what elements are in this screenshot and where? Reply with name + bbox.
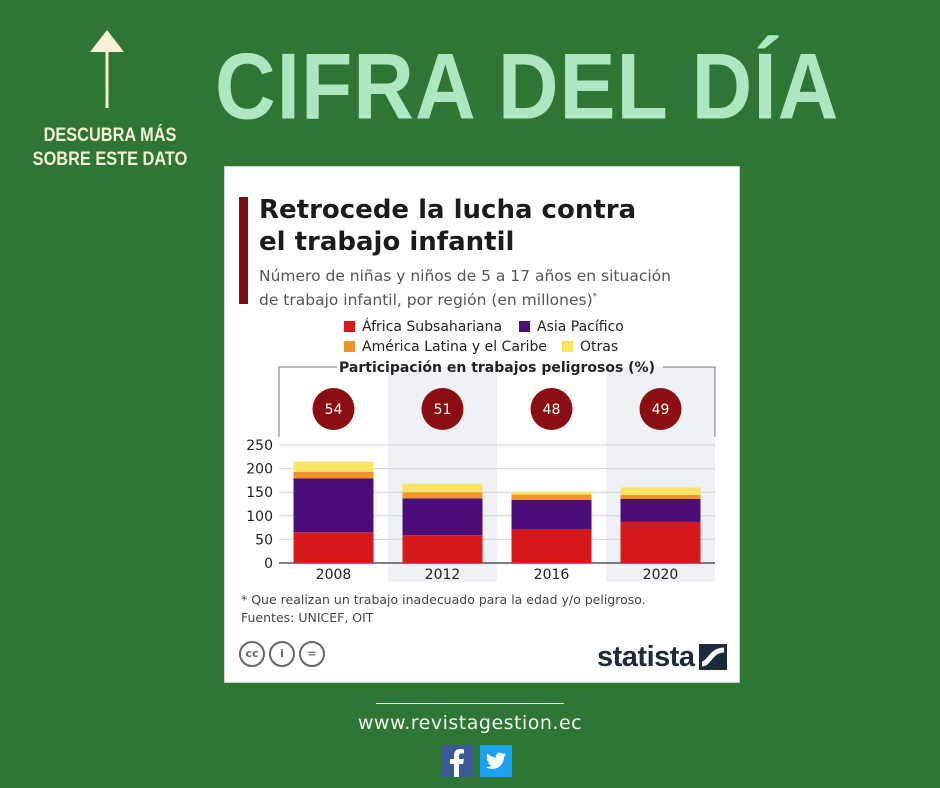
legend-swatch: [344, 341, 355, 352]
up-arrow-icon: [90, 30, 124, 108]
stacked-bar-chart: Participación en trabajos peligrosos (%)…: [246, 360, 716, 582]
legend-item-latam: América Latina y el Caribe: [344, 339, 547, 355]
statista-wordmark[interactable]: statista: [597, 641, 695, 673]
side-label-line2: SOBRE ESTE DATO: [32, 149, 188, 170]
cc-icon[interactable]: cc: [239, 641, 265, 667]
hazard-circle: [312, 388, 355, 430]
statista-logo-icon: [699, 644, 727, 670]
x-tick-label: 2020: [643, 567, 679, 582]
hazard-circle: [639, 388, 682, 430]
title-accent-bar: [239, 197, 248, 304]
legend-swatch: [344, 321, 355, 332]
hazard-box-frame: [278, 366, 716, 437]
bar-segment: [620, 487, 701, 496]
hazard-circle: [421, 388, 464, 430]
side-label-line1: DESCUBRA MÁS: [43, 125, 177, 146]
y-tick-label: 100: [246, 509, 273, 525]
legend-label: Otras: [580, 339, 619, 355]
nd-icon[interactable]: =: [299, 641, 325, 667]
by-icon[interactable]: i: [269, 641, 295, 667]
chart-subtitle: Número de niñas y niños de 5 a 17 años e…: [259, 266, 719, 311]
x-tick-label: 2012: [425, 567, 461, 582]
bar-segment: [620, 521, 701, 563]
y-tick-label: 250: [246, 438, 273, 454]
twitter-icon[interactable]: [480, 745, 512, 777]
y-tick-label: 50: [255, 532, 273, 548]
bar-segment: [293, 532, 374, 563]
bar-segment: [402, 483, 483, 493]
bar-segment: [511, 494, 592, 500]
legend-swatch: [562, 341, 573, 352]
hazard-value: 48: [543, 402, 561, 418]
hazard-value: 51: [434, 402, 452, 418]
bar-segment: [620, 495, 701, 499]
website-link[interactable]: www.revistagestion.ec: [357, 712, 583, 734]
hazard-value: 54: [325, 402, 343, 418]
footnote: * Que realizan un trabajo inadecuado par…: [241, 592, 646, 625]
page-title: CIFRA DEL DÍA: [215, 33, 840, 139]
subtitle-footnote-mark: *: [592, 292, 598, 302]
x-tick-label: 2016: [534, 567, 570, 582]
bar-segment: [402, 498, 483, 536]
x-tick-label: 2008: [316, 567, 352, 582]
bar-segment: [402, 535, 483, 563]
bar-segment: [511, 529, 592, 563]
legend-item-asia: Asia Pacífico: [519, 319, 624, 335]
bar-segment: [402, 492, 483, 499]
y-tick-label: 200: [246, 462, 273, 478]
bar-segment: [293, 478, 374, 533]
hazard-circle: [530, 388, 573, 430]
bar-segment: [511, 491, 592, 495]
legend-item-africa: África Subsahariana: [344, 319, 502, 335]
y-tick-label: 150: [246, 485, 273, 501]
bar-segment: [293, 471, 374, 479]
license-icons: cc i =: [239, 641, 329, 667]
legend-label: Asia Pacífico: [537, 319, 624, 335]
chart-card: Retrocede la lucha contra el trabajo inf…: [224, 166, 740, 683]
discover-more-link[interactable]: DESCUBRA MÁS SOBRE ESTE DATO: [33, 124, 188, 172]
legend-label: África Subsahariana: [362, 319, 503, 335]
y-tick-label: 0: [264, 556, 273, 572]
bar-segment: [511, 499, 592, 530]
bar-segment: [293, 461, 374, 472]
legend-item-other: Otras: [562, 339, 618, 355]
hazard-title: Participación en trabajos peligrosos (%): [339, 360, 655, 376]
chart-title: Retrocede la lucha contra el trabajo inf…: [259, 195, 637, 257]
facebook-icon[interactable]: [441, 745, 473, 777]
footer-divider: [376, 703, 564, 704]
hazard-value: 49: [652, 402, 670, 418]
chart-subtitle-text: Número de niñas y niños de 5 a 17 años e…: [259, 267, 671, 310]
legend-label: América Latina y el Caribe: [362, 339, 548, 355]
bar-segment: [620, 498, 701, 522]
legend-swatch: [519, 321, 530, 332]
